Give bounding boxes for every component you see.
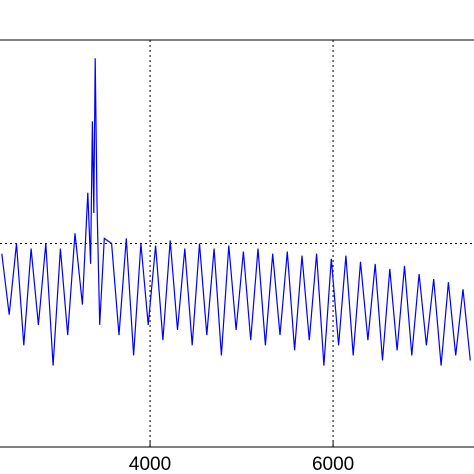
x-tick-label: 6000: [312, 454, 354, 474]
data-line: [1, 58, 471, 366]
axes-box: [0, 39, 474, 448]
x-tick-label: 4000: [129, 454, 171, 474]
